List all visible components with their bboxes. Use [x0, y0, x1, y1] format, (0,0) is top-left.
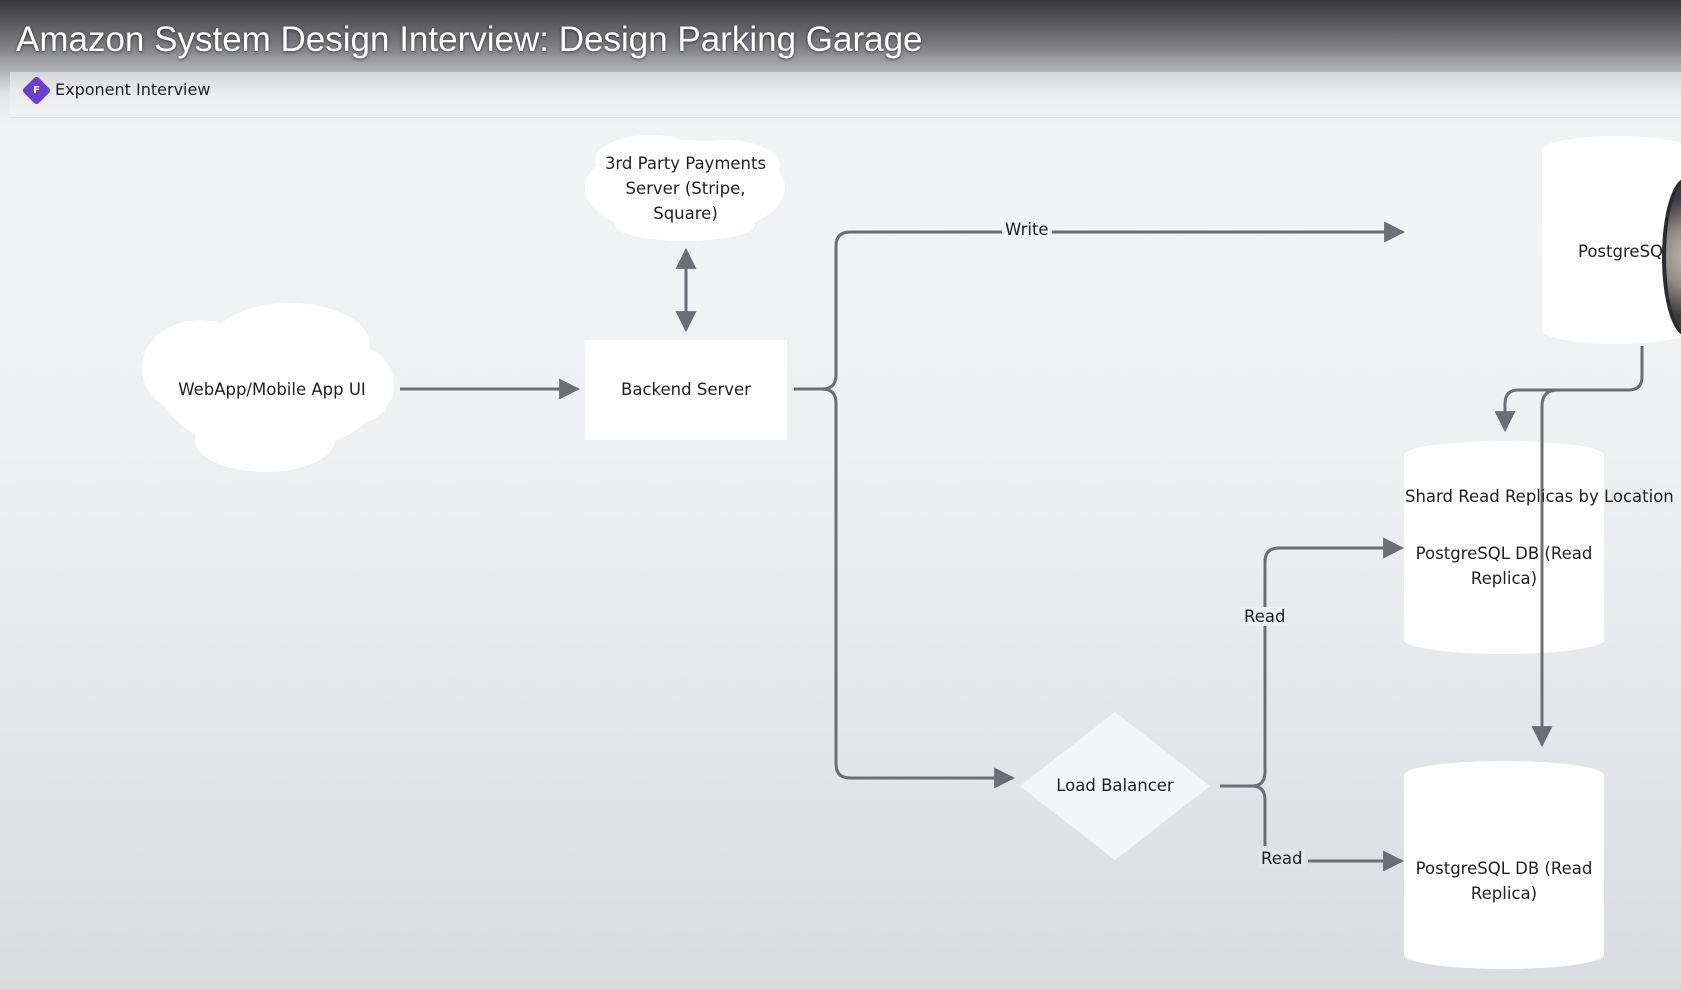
replica-2-label: PostgreSQL DB (Read Replica): [1415, 859, 1593, 903]
edge-backend-brace: [794, 230, 1005, 391]
replica-1-cylinder: [1404, 441, 1604, 654]
backend-server-box: [585, 340, 787, 440]
webapp-label: WebApp/Mobile App UI: [178, 380, 366, 399]
backend-label: Backend Server: [621, 380, 751, 399]
load-balancer-diamond: [1020, 712, 1210, 860]
payments-cloud-shape: [585, 135, 785, 241]
write-edge-label: Write: [1002, 220, 1052, 239]
load-balancer-label: Load Balancer: [1056, 776, 1174, 795]
primary-db-cylinder: [1542, 136, 1681, 344]
replica-1-label: PostgreSQL DB (Read Replica): [1415, 544, 1593, 588]
webapp-cloud-shape: [142, 303, 394, 472]
read-edge-label-1: Read: [1241, 607, 1289, 626]
replica-2-cylinder: [1404, 761, 1604, 969]
read-edge-label-2: Read: [1258, 849, 1306, 868]
exponent-logo-letter: F: [33, 85, 40, 96]
video-title[interactable]: Amazon System Design Interview: Design P…: [16, 20, 923, 59]
payments-label: 3rd Party Payments Server (Stripe, Squar…: [604, 154, 767, 223]
edge-lb-brace: [1220, 537, 1405, 788]
whiteboard-tab-bar: [10, 72, 1681, 118]
edge-primary-replica-1: [1494, 346, 1644, 433]
primary-db-label: PostgreSQ: [1578, 242, 1664, 261]
shard-note-label: Shard Read Replicas by Location: [1405, 487, 1674, 506]
edge-primary-replica-2: [1531, 388, 1559, 748]
tab-name[interactable]: Exponent Interview: [55, 80, 211, 99]
